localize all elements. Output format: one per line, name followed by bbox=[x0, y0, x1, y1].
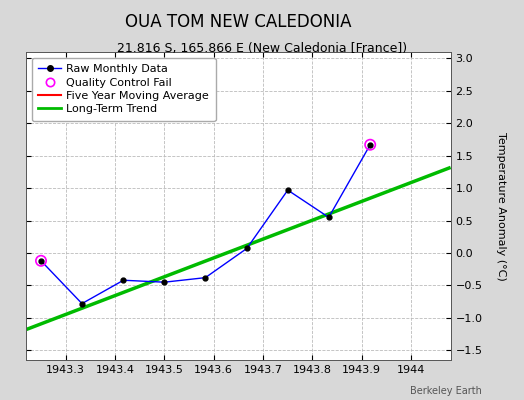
Title: OUA TOM NEW CALEDONIA: OUA TOM NEW CALEDONIA bbox=[125, 13, 352, 31]
Text: Berkeley Earth: Berkeley Earth bbox=[410, 386, 482, 396]
Point bbox=[366, 142, 374, 148]
Legend: Raw Monthly Data, Quality Control Fail, Five Year Moving Average, Long-Term Tren: Raw Monthly Data, Quality Control Fail, … bbox=[32, 58, 215, 121]
Y-axis label: Temperature Anomaly (°C): Temperature Anomaly (°C) bbox=[496, 132, 506, 280]
Text: 21.816 S, 165.866 E (New Caledonia [France]): 21.816 S, 165.866 E (New Caledonia [Fran… bbox=[117, 42, 407, 55]
Point bbox=[37, 258, 45, 264]
